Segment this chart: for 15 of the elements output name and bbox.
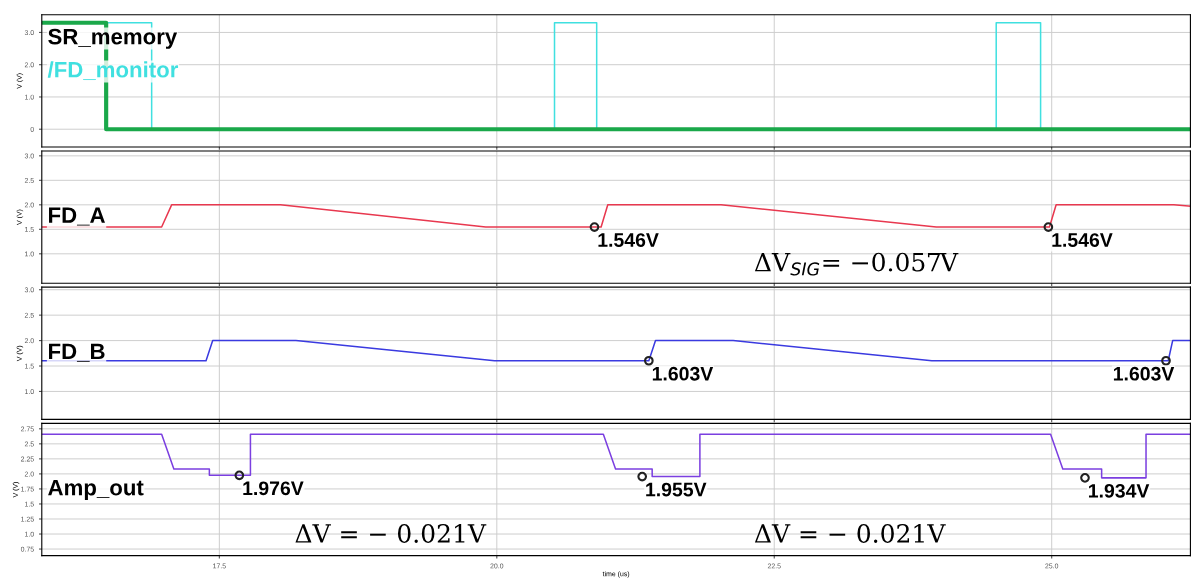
annotation: 1.603V [1113, 366, 1175, 381]
annotation: ΔV = − 0.021V [295, 523, 487, 543]
annotation: 1.546V [1052, 233, 1113, 247]
annotation: ΔV = − 0.021V [754, 523, 946, 543]
annotation: 1.546V [598, 233, 659, 247]
series-label: Amp_out [48, 479, 144, 500]
series-label: /FD_monitor [47, 61, 179, 81]
annotation: 1.603V [652, 366, 714, 381]
annotation: ΔV$_{SIG}$= −0.057V [754, 252, 959, 276]
annotation: 1.976V [243, 481, 304, 496]
annotation: 1.955V [646, 482, 707, 497]
annotation: 1.934V [1088, 483, 1150, 498]
series-label: FD_A [49, 207, 105, 226]
series-label: SR_memory [48, 28, 178, 49]
series-label: FD_B [49, 343, 105, 362]
